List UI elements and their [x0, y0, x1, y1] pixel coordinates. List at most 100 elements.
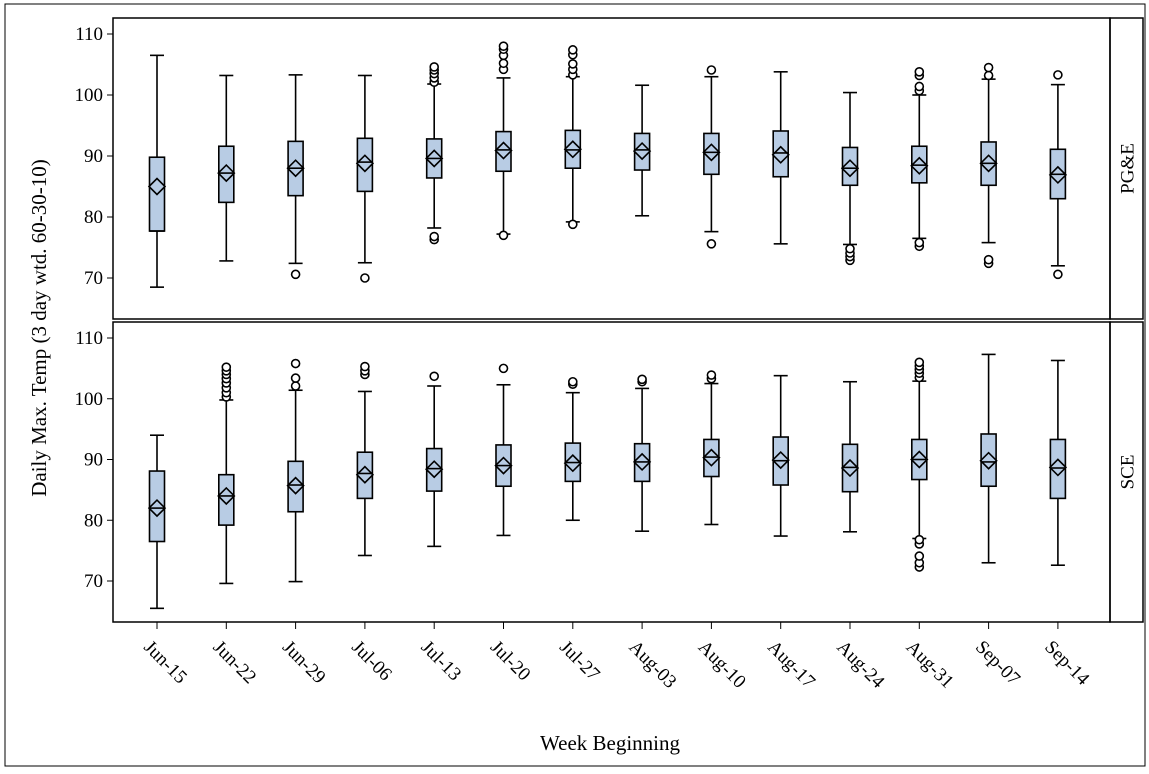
- figure-border: [4, 3, 1146, 767]
- outlier-point: [637, 374, 647, 385]
- box-Aug-03: [632, 84, 652, 217]
- box-Jun-22: [217, 74, 236, 262]
- outlier-point: [290, 358, 301, 369]
- outlier-point: [498, 230, 509, 241]
- box-Jul-06: [355, 361, 375, 557]
- mean-marker: [355, 465, 375, 484]
- box-Jun-29: [286, 74, 305, 280]
- outlier-point: [429, 231, 440, 242]
- box-Aug-24: [840, 91, 860, 266]
- mean-marker: [979, 154, 998, 173]
- outlier-point: [914, 81, 925, 92]
- outlier-point: [498, 41, 509, 52]
- y-tick-label: 90: [84, 146, 103, 167]
- mean-marker: [425, 460, 444, 479]
- outlier-point: [914, 237, 925, 248]
- y-axis: 70 80 90 100 110 70 80 90 100 110: [75, 24, 113, 592]
- mean-marker: [563, 140, 582, 159]
- y-tick-label: 110: [75, 24, 103, 45]
- mean-marker: [840, 159, 860, 178]
- mean-marker: [702, 143, 721, 162]
- mean-marker: [771, 450, 790, 470]
- box-Jun-29: [286, 358, 305, 583]
- y-tick-label: 100: [75, 389, 104, 410]
- mean-marker: [840, 458, 860, 478]
- box: [148, 470, 166, 543]
- box-Sep-07: [979, 353, 998, 564]
- panel-label: PG&E: [1118, 143, 1139, 194]
- x-tick-label: Jul-13: [417, 637, 465, 685]
- y-tick-label: 80: [84, 207, 103, 228]
- mean-marker: [632, 452, 652, 472]
- box: [980, 433, 997, 488]
- mean-marker: [494, 141, 513, 160]
- mean-marker: [217, 163, 236, 183]
- x-tick-label: Aug-17: [763, 637, 819, 693]
- box-Jul-27: [563, 376, 582, 522]
- outlier-point: [706, 370, 717, 380]
- box-Jul-20: [494, 41, 513, 241]
- mean-marker: [286, 476, 305, 495]
- outlier-point: [290, 269, 301, 280]
- outlier-point: [567, 376, 578, 387]
- outlier-point: [1053, 70, 1063, 80]
- plot-area: [147, 41, 1068, 610]
- box: [772, 130, 790, 178]
- panel-frame: [112, 17, 1111, 320]
- outlier-point: [914, 551, 925, 561]
- outlier-point: [429, 371, 440, 382]
- y-axis-title: Daily Max. Temp (3 day wtd. 60-30-10): [27, 159, 51, 497]
- mean-marker: [355, 154, 375, 173]
- box: [495, 130, 512, 173]
- mean-marker: [702, 448, 721, 467]
- box: [356, 137, 374, 193]
- outlier-point: [983, 254, 994, 265]
- mean-marker: [979, 451, 998, 470]
- outlier-point: [498, 58, 509, 69]
- box-Jul-27: [563, 45, 582, 230]
- x-tick-label: Sep-14: [1040, 637, 1093, 690]
- x-tick-label: Aug-31: [902, 637, 958, 693]
- box: [841, 146, 859, 187]
- x-tick-label: Aug-24: [832, 637, 888, 693]
- outlier-point: [914, 357, 925, 368]
- mean-marker: [217, 486, 236, 506]
- box-Aug-17: [771, 374, 790, 537]
- x-tick-label: Jul-20: [486, 637, 534, 685]
- mean-marker: [147, 498, 167, 518]
- box: [218, 473, 235, 526]
- outlier-point: [914, 534, 925, 545]
- mean-marker: [425, 149, 444, 168]
- box-Jul-20: [494, 363, 513, 537]
- outlier-point: [567, 45, 578, 55]
- outlier-point: [983, 70, 994, 81]
- x-axis-title: Week Beginning: [540, 731, 681, 755]
- box: [356, 451, 374, 500]
- panel-strip: [1109, 17, 1144, 320]
- mean-marker: [1048, 458, 1068, 477]
- panel-strip: [1109, 321, 1144, 623]
- outlier-point: [567, 219, 578, 230]
- box-Jun-15: [147, 54, 167, 288]
- box: [703, 438, 720, 478]
- y-tick-label: 100: [75, 85, 104, 106]
- x-tick-label: Aug-10: [694, 637, 750, 693]
- outlier-point: [983, 62, 994, 73]
- outlier-point: [498, 363, 509, 374]
- x-tick-label: Sep-07: [971, 637, 1024, 690]
- box-Jul-13: [425, 371, 444, 548]
- x-tick-label: Jun-22: [209, 637, 260, 688]
- y-tick-label: 70: [84, 268, 103, 289]
- box: [1049, 438, 1067, 500]
- outlier-point: [706, 239, 717, 249]
- outlier-point: [360, 361, 370, 372]
- mean-marker: [771, 145, 790, 164]
- box-Sep-14: [1048, 70, 1068, 280]
- outlier-point: [1053, 269, 1063, 280]
- outlier-point: [429, 62, 440, 72]
- box-Jun-22: [217, 362, 236, 585]
- box-Aug-03: [632, 374, 652, 532]
- x-tick-label: Aug-03: [625, 637, 681, 693]
- box: [218, 145, 235, 204]
